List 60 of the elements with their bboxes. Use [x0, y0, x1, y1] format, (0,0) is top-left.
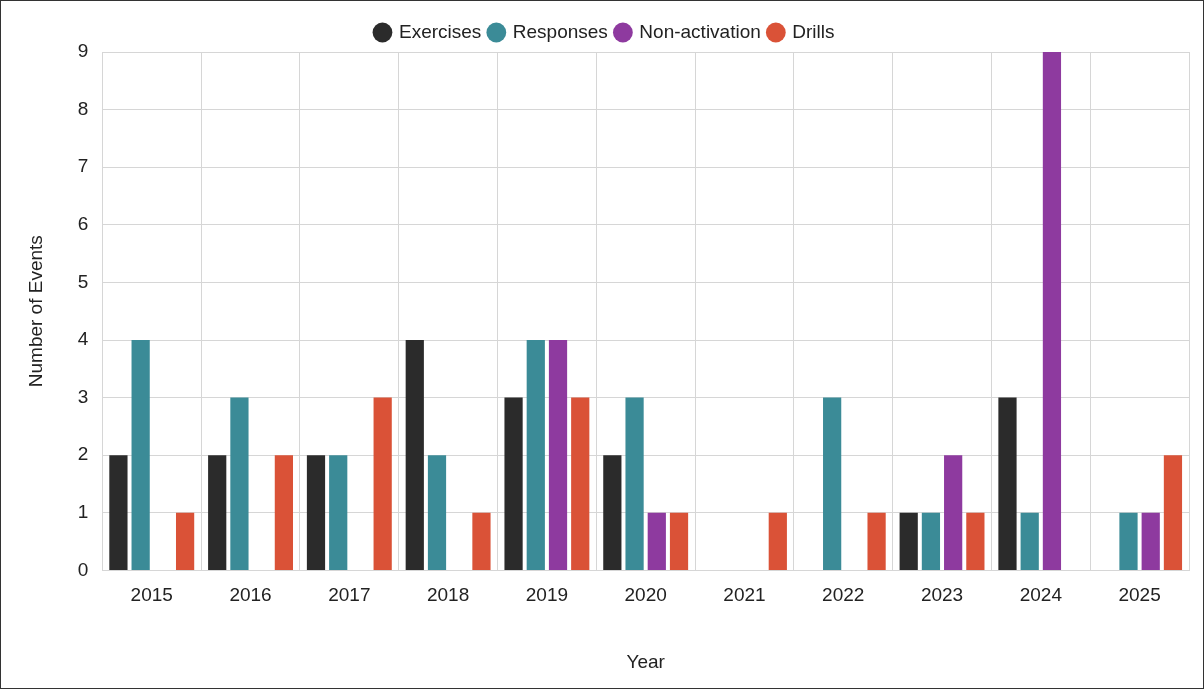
bar: [208, 455, 227, 570]
y-axis-title: Number of Events: [24, 235, 46, 388]
bar: [1141, 512, 1160, 570]
x-tick-label: 2024: [1019, 584, 1063, 606]
bar: [109, 455, 128, 570]
bar: [768, 512, 787, 570]
y-tick-label: 1: [77, 501, 89, 523]
legend-label: Non-activation: [639, 20, 761, 42]
bar: [944, 455, 963, 570]
y-tick-label: 6: [77, 213, 89, 235]
x-tick-label: 2018: [426, 584, 470, 606]
bar: [899, 512, 918, 570]
bar: [966, 512, 985, 570]
bar: [405, 340, 424, 570]
x-tick-label: 2023: [920, 584, 964, 606]
bar: [921, 512, 941, 570]
x-tick-label: 2015: [130, 584, 173, 606]
y-tick-label: 9: [77, 40, 89, 62]
x-tick-label: 2025: [1118, 584, 1161, 606]
bar: [526, 340, 545, 570]
bar: [867, 512, 886, 570]
y-tick-label: 7: [77, 155, 89, 177]
y-tick-label: 2: [77, 443, 89, 465]
bar: [1042, 52, 1062, 570]
x-tick-label: 2016: [229, 584, 272, 606]
x-tick-label: 2022: [822, 584, 865, 606]
x-axis-title: Year: [626, 650, 666, 672]
bar: [1163, 455, 1183, 570]
legend-label: Responses: [512, 20, 608, 42]
bar: [373, 397, 392, 570]
bar: [548, 340, 568, 570]
bar: [504, 397, 523, 570]
bar: [669, 512, 689, 570]
bar: [131, 340, 150, 570]
legend-label: Exercises: [398, 20, 482, 42]
bar: [427, 455, 447, 570]
bar: [625, 397, 644, 570]
bar: [1020, 512, 1039, 570]
bar: [472, 512, 491, 570]
x-tick-label: 2017: [328, 584, 371, 606]
legend-label: Drills: [792, 20, 835, 42]
bar: [571, 397, 590, 570]
bar: [647, 512, 666, 570]
bar: [603, 455, 622, 570]
y-tick-label: 3: [77, 385, 89, 407]
x-tick-label: 2019: [525, 584, 569, 606]
bar: [1119, 512, 1138, 570]
y-tick-label: 0: [77, 558, 89, 580]
bar: [329, 455, 348, 570]
y-tick-label: 8: [77, 97, 89, 119]
y-tick-label: 4: [77, 328, 89, 350]
bar: [998, 397, 1017, 570]
bar: [306, 455, 326, 570]
x-tick-label: 2021: [723, 584, 766, 606]
bar: [823, 397, 842, 570]
y-tick-label: 5: [77, 270, 89, 292]
bar: [274, 455, 293, 570]
x-tick-label: 2020: [624, 584, 667, 606]
bar: [230, 397, 249, 570]
bar: [175, 512, 195, 570]
